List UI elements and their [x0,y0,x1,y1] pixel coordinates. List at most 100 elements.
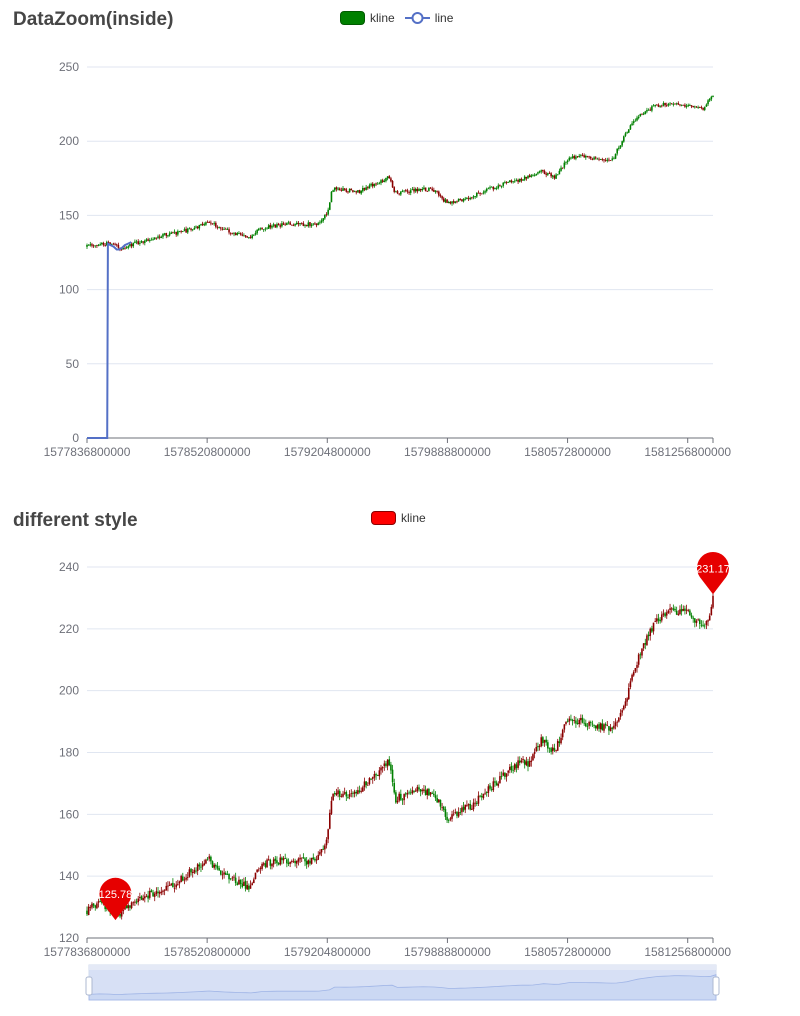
legend-item-kline[interactable]: kline [371,511,426,525]
candle-body [601,159,604,161]
candle-body [343,188,346,190]
candle-body [414,188,417,192]
candle-body [106,241,108,246]
datazoom-handle[interactable] [712,976,720,996]
candle-body [320,220,323,223]
candle-body [659,105,661,107]
candle-body [350,793,353,794]
candle-body [689,105,691,106]
candle-body [157,236,159,238]
candle-body [464,198,467,200]
candle-body [482,793,485,798]
candle-body [330,800,333,814]
candle-body [641,648,643,656]
candle-body [122,910,125,911]
candle-body [575,720,577,724]
candle-body [289,861,291,864]
x-tick-label: 1579888800000 [404,445,491,459]
candle-body [556,174,559,176]
candle-body [672,608,675,610]
candle-body [680,609,683,612]
candle-body [409,190,412,193]
candle-body [385,177,387,182]
candle-body [669,103,671,105]
mark-point-max[interactable]: 231.17 [696,551,730,595]
candle-body [305,225,308,227]
candle-body [682,608,685,611]
candle-body [680,104,683,106]
candle-body [239,233,242,235]
candle-body [183,229,186,231]
candlestick-series[interactable] [86,593,714,920]
candle-body [191,229,194,231]
candle-body [162,234,164,237]
candle-body [517,760,519,768]
line-series[interactable] [87,241,132,439]
candle-body [338,188,341,191]
candle-body [259,227,262,229]
candle-body [170,883,173,886]
candle-body [267,225,270,229]
candle-body [636,117,638,121]
candle-body [145,239,148,241]
candle-body [365,781,367,786]
datazoom-handle[interactable] [85,976,93,996]
candle-body [639,654,642,656]
y-tick-label: 120 [59,931,79,945]
candle-body [219,870,222,875]
candle-body [211,223,214,225]
candlestick-series[interactable] [86,95,714,252]
candle-body [444,809,447,817]
chart-plot-area[interactable]: 0 50 100 150 200 250 1577836800000 157852080000… [0,0,800,490]
candle-body [249,885,252,889]
candle-body [651,106,653,111]
candle-body [527,175,529,179]
candle-body [86,244,88,247]
candle-body [494,187,496,189]
candle-body [485,792,488,793]
candle-body [211,861,214,868]
candle-body [261,863,263,869]
candle-body [512,769,514,771]
datazoom-slider[interactable] [85,964,720,1001]
candle-body [712,95,714,97]
candle-body [616,721,619,723]
candle-body [180,875,182,882]
candle-body [302,857,305,859]
candle-body [152,239,154,241]
candle-body [424,790,427,796]
candle-body [262,863,265,865]
candle-body [205,859,207,864]
candle-body [198,224,201,229]
candle-body [299,223,301,225]
legend-swatch-icon [340,11,365,25]
candle-body [604,724,607,726]
candle-body [487,786,490,793]
candle-body [452,813,455,815]
legend-item-kline[interactable]: kline [340,11,395,25]
candle-body [647,634,650,637]
candle-body [558,741,561,744]
mark-point-min[interactable]: 125.78 [99,877,133,921]
candle-body [383,763,386,767]
candle-body [327,829,329,840]
chart-panel-different-style[interactable]: different style kline 120 140 160 180 200 220… [0,500,800,1016]
chart-plot-area[interactable]: 120 140 160 180 200 220 240 1577836800000 157852… [0,500,800,1016]
candle-body [416,786,419,792]
candle-body [482,192,485,194]
x-tick-label: 1581256800000 [644,945,731,959]
candle-body [471,808,473,810]
chart-panel-datazoom-inside[interactable]: DataZoom(inside) kline line 0 50 100 150 200… [0,0,800,490]
candle-body [608,726,610,731]
legend-item-line[interactable]: line [404,11,453,25]
candle-body [155,891,158,895]
candle-body [550,173,552,177]
candle-body [304,225,306,226]
candle-body [385,763,387,766]
candle-body [269,859,272,866]
candle-body [646,110,648,112]
candle-body [454,812,457,813]
candle-body [139,897,141,898]
candle-body [243,235,245,237]
candle-body [573,720,576,722]
